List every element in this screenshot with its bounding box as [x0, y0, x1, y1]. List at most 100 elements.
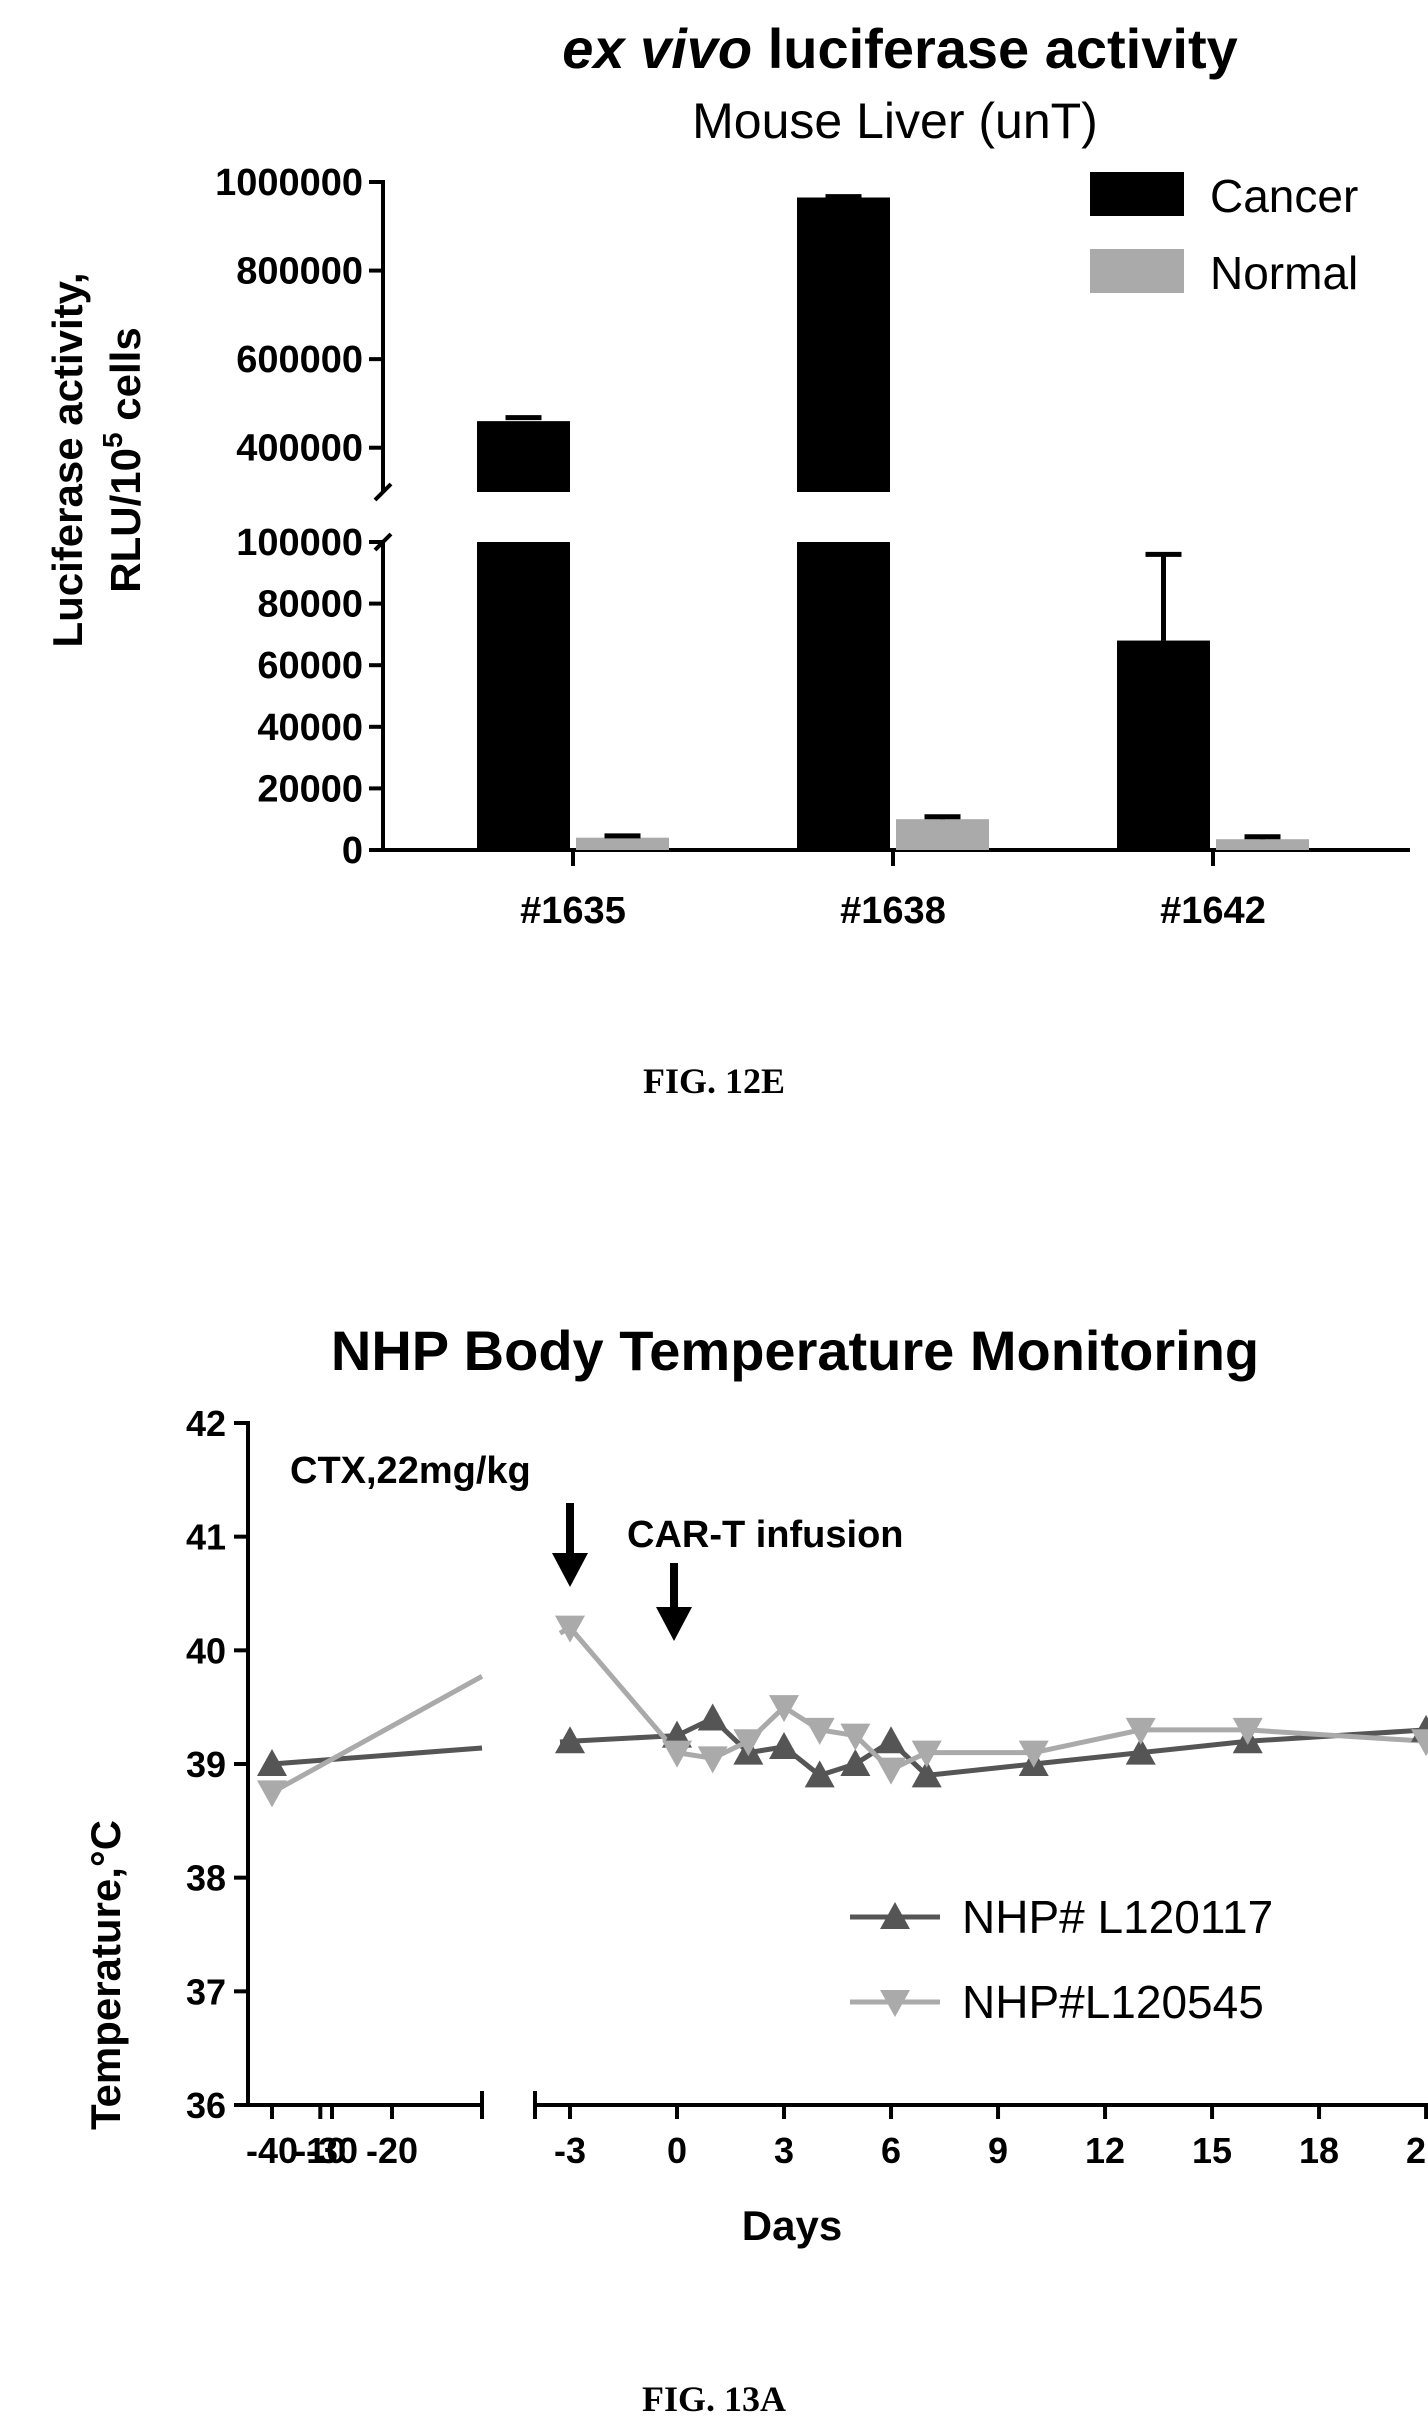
x-tick-label: 18 — [1299, 2130, 1339, 2171]
bar-cancer — [1117, 640, 1210, 850]
y-tick-label: 36 — [186, 2085, 226, 2126]
x-tick-label: -30 — [306, 2130, 358, 2171]
bars — [477, 194, 1309, 850]
y-tick-label: 100000 — [236, 522, 363, 564]
y-tick-label: 60000 — [257, 645, 363, 687]
chart-title-rest: luciferase activity — [752, 17, 1238, 80]
annotation-label: CTX,22mg/kg — [290, 1450, 531, 1492]
y-tick-label: 20000 — [257, 768, 363, 810]
data-point-1 — [662, 1740, 693, 1768]
line-chart: NHP Body Temperature Monitoring Temperat… — [82, 1319, 1428, 2419]
y-tick-label: 39 — [186, 1744, 226, 1785]
series-line-1 — [558, 1624, 1428, 1773]
data-point-0 — [769, 1731, 800, 1759]
x-tick-label: 6 — [881, 2130, 901, 2171]
y-tick-label: 400000 — [236, 428, 363, 470]
data-point-0 — [876, 1726, 907, 1754]
figure-caption: FIG. 12E — [643, 1061, 785, 1101]
series-line-0 — [271, 1745, 483, 1767]
x-tick-label: 15 — [1192, 2130, 1232, 2171]
y-tick-label: 0 — [342, 830, 363, 872]
y-tick-label: 600000 — [236, 339, 363, 381]
data-point-1 — [1411, 1729, 1428, 1757]
x-tick-label: -3 — [554, 2130, 586, 2171]
x-tick-label: -40 — [246, 2130, 298, 2171]
data-point-1 — [733, 1729, 764, 1757]
y-tick-label: 800000 — [236, 251, 363, 293]
bar-chart: ex vivo luciferase activity Mouse Liver … — [44, 17, 1410, 1101]
annotation-arrow-head — [656, 1607, 693, 1641]
chart-title: ex vivo luciferase activity — [562, 17, 1238, 80]
data-point-1 — [876, 1757, 907, 1785]
bar-cancer-upper — [797, 197, 890, 492]
y-tick-label: 40000 — [257, 707, 363, 749]
data-point-1 — [804, 1717, 835, 1745]
legend-marker-1 — [880, 1990, 910, 2017]
x-tick-label: -20 — [366, 2130, 418, 2171]
legend-label-0: NHP# L120117 — [962, 1891, 1273, 1943]
bar-normal — [896, 819, 989, 850]
annotation-arrow-head — [552, 1553, 588, 1587]
x-tick-label: -10 — [294, 2130, 346, 2171]
y-tick-label: 1000000 — [215, 162, 363, 204]
series-line-1 — [270, 1674, 484, 1795]
legend-marker-0 — [880, 1902, 910, 1929]
legend-label-normal: Normal — [1210, 247, 1358, 299]
y-tick-label: 42 — [186, 1403, 226, 1444]
bar-cancer-lower — [797, 542, 890, 850]
y-axis-label-line2: RLU/105 cells — [97, 327, 149, 592]
y-axis-label-line1: Luciferase activity, — [44, 272, 91, 647]
legend-swatch-cancer — [1090, 172, 1184, 216]
x-tick-label: #1642 — [1160, 890, 1266, 932]
figure-12e: ex vivo luciferase activity Mouse Liver … — [44, 17, 1410, 1101]
figure-13a: NHP Body Temperature Monitoring Temperat… — [0, 1215, 1428, 2434]
axes: 0 20000 40000 60000 80000 100000 400000 600000 8… — [215, 162, 1410, 932]
data-point-1 — [769, 1695, 800, 1723]
x-tick-label: 3 — [774, 2130, 794, 2171]
legend-swatch-normal — [1090, 249, 1184, 293]
data-point-1 — [555, 1615, 585, 1643]
series-lines — [257, 1615, 1428, 1808]
bar-cancer-upper — [477, 421, 570, 492]
bar-normal — [1216, 839, 1309, 850]
bar-normal — [576, 837, 669, 850]
y-axis-label-group: Temperature,°C — [82, 1820, 129, 2130]
x-tick-label: #1635 — [520, 890, 626, 932]
data-point-1 — [1125, 1717, 1156, 1745]
legend-label-cancer: Cancer — [1210, 170, 1358, 222]
chart-subtitle: Mouse Liver (unT) — [692, 93, 1098, 149]
annotation-label: CAR-T infusion — [627, 1514, 904, 1556]
x-tick-label: 9 — [988, 2130, 1008, 2171]
data-point-1 — [1232, 1717, 1263, 1745]
x-tick-label: 12 — [1085, 2130, 1125, 2171]
y-axis-break-mark — [373, 482, 393, 502]
x-tick-label: #1638 — [840, 890, 946, 932]
data-point-0 — [697, 1703, 728, 1731]
chart-title: NHP Body Temperature Monitoring — [331, 1319, 1259, 1382]
legend-label-1: NHP#L120545 — [962, 1976, 1264, 2028]
figure-caption: FIG. 13A — [642, 2379, 786, 2419]
y-tick-label: 38 — [186, 1858, 226, 1899]
x-tick-label: 21 — [1406, 2130, 1428, 2171]
y-tick-label: 40 — [186, 1630, 226, 1671]
data-point-0 — [1125, 1737, 1156, 1765]
bar-cancer-lower — [477, 542, 570, 850]
data-point-0 — [911, 1760, 942, 1788]
data-point-0 — [257, 1749, 287, 1776]
data-point-0 — [555, 1726, 585, 1754]
axes: 36373839404142-40-30-20-10-3036912151821… — [186, 1403, 1428, 2171]
y-tick-label: 37 — [186, 1971, 226, 2012]
y-axis-label: Temperature,°C — [82, 1820, 129, 2130]
legend: Cancer Normal — [1090, 170, 1358, 299]
data-point-0 — [840, 1749, 871, 1776]
y-axis-label: Luciferase activity, RLU/105 cells — [44, 272, 149, 647]
y-tick-label: 41 — [186, 1517, 226, 1558]
x-tick-label: 0 — [667, 2130, 687, 2171]
annotations: CTX,22mg/kg CAR-T infusion — [290, 1450, 904, 1641]
legend: NHP# L120117 NHP#L120545 — [850, 1891, 1273, 2028]
data-point-1 — [840, 1723, 871, 1751]
chart-title-italic: ex vivo — [562, 17, 752, 80]
y-tick-label: 80000 — [257, 584, 363, 626]
data-point-1 — [697, 1746, 728, 1774]
data-point-1 — [911, 1740, 942, 1768]
